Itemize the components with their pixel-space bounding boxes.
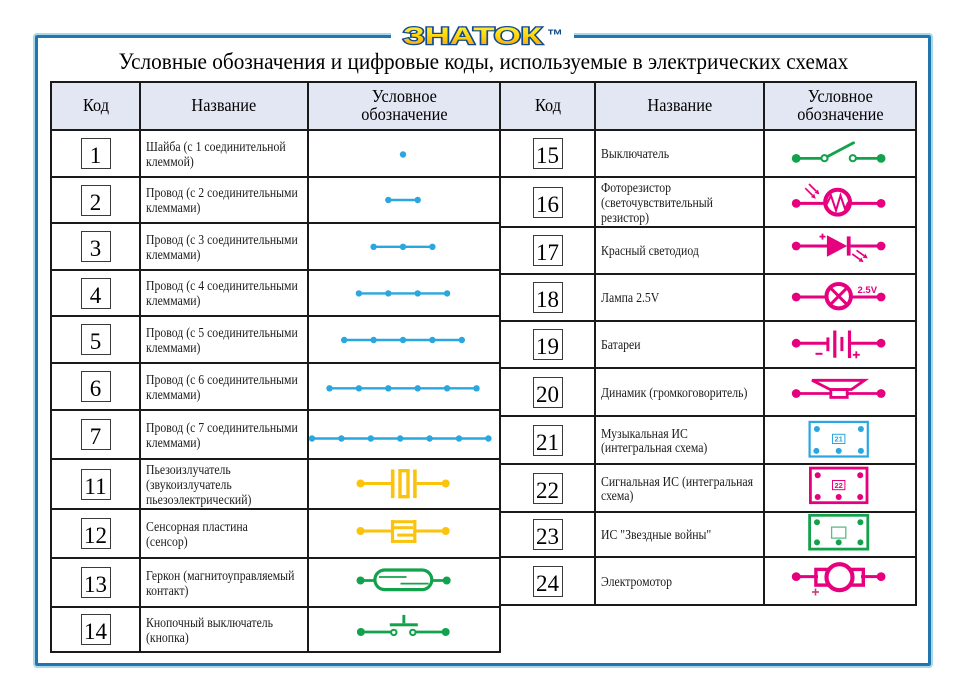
- svg-text:™: ™: [547, 28, 563, 45]
- svg-text:ЗНАТОК: ЗНАТОК: [403, 23, 542, 50]
